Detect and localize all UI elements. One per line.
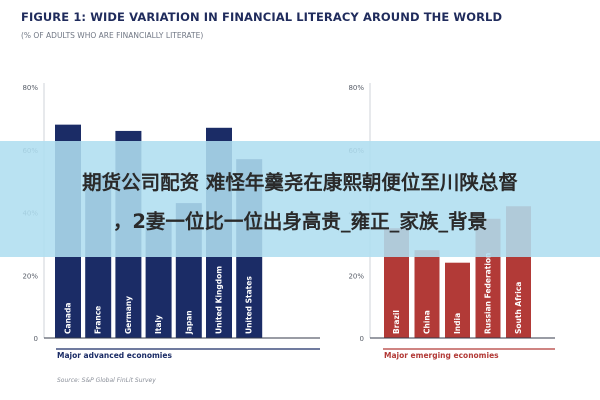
group-label-advanced: Major advanced economies: [57, 351, 172, 360]
category-label: China: [423, 310, 432, 334]
y-tick-label: 20%: [22, 272, 38, 280]
y-tick-label: 80%: [348, 84, 364, 92]
overlay-text-line-2: ，2妻一位比一位出身高贵_雍正_家族_背景: [112, 210, 488, 233]
category-label: Italy: [154, 315, 163, 334]
figure-subtitle: (% OF ADULTS WHO ARE FINANCIALLY LITERAT…: [21, 31, 204, 40]
category-label: South Africa: [514, 282, 523, 334]
y-tick-label: 20%: [348, 272, 364, 280]
bar-china: [414, 250, 440, 338]
source-note: Source: S&P Global FinLit Survey: [57, 377, 156, 384]
bar-india: [445, 262, 470, 338]
category-label: India: [453, 313, 462, 334]
category-label: United Kingdom: [215, 266, 224, 334]
y-tick-label: 80%: [22, 84, 38, 92]
y-tick-label: 0: [34, 335, 38, 343]
category-label: Germany: [124, 296, 133, 334]
overlay-banner: [0, 141, 600, 257]
category-label: Japan: [184, 310, 193, 335]
category-label: Canada: [64, 303, 73, 334]
y-tick-label: 0: [360, 335, 364, 343]
category-label: Russian Federation: [484, 253, 493, 334]
figure-title: FIGURE 1: WIDE VARIATION IN FINANCIAL LI…: [21, 10, 503, 24]
group-label-emerging: Major emerging economies: [384, 351, 499, 360]
category-label: Brazil: [392, 310, 401, 334]
category-label: United States: [245, 276, 254, 334]
category-label: France: [94, 306, 103, 334]
overlay-text-line-1: 期货公司配资 难怪年羹尧在康熙朝便位至川陕总督: [82, 171, 518, 194]
